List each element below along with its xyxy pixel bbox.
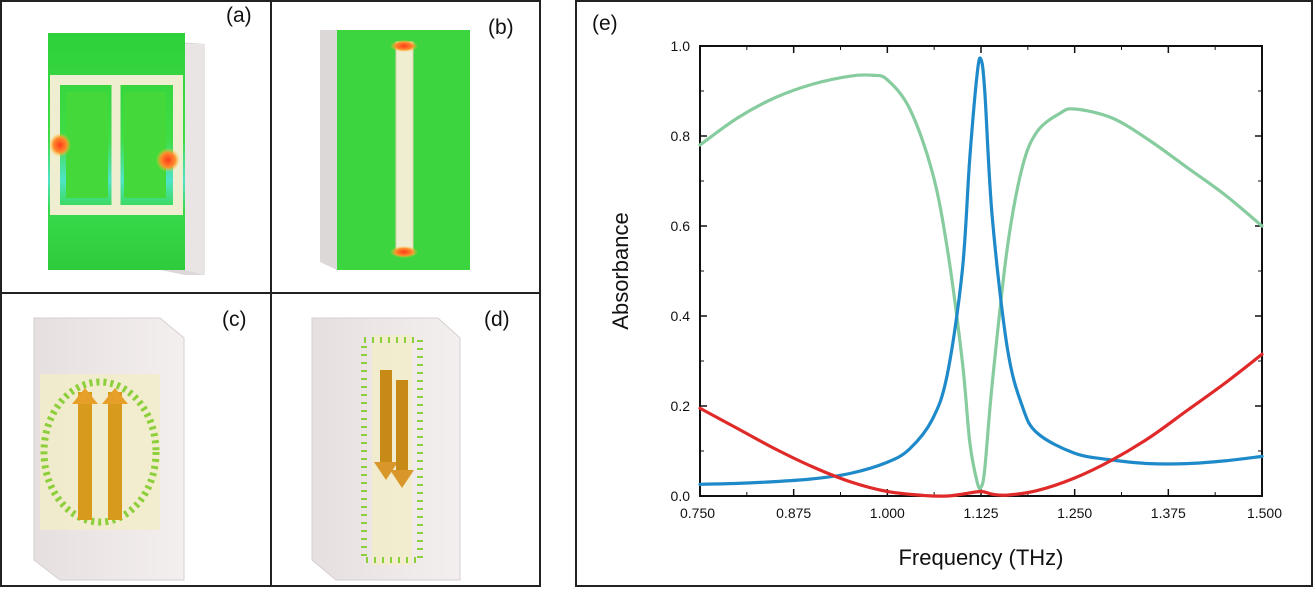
x-tick-label-0: 0.750 — [680, 505, 715, 521]
series-group — [698, 56, 1264, 498]
axis-ticks: 0.750 0.875 1.000 1.125 1.250 1.375 1.500 0.0 0.… — [671, 38, 1283, 521]
arrow-head-right — [102, 388, 128, 404]
hotspot-top — [390, 40, 418, 52]
panel-label-d: (d) — [484, 308, 510, 331]
slab-side — [320, 30, 337, 270]
hotspot-left — [49, 133, 71, 157]
current-arrow-right — [108, 392, 122, 520]
y-tick-label-0: 0.0 — [671, 488, 691, 504]
x-tick-label-2: 1.000 — [870, 505, 905, 521]
y-tick-label-2: 0.4 — [671, 308, 691, 324]
series-line-blue — [698, 56, 1264, 486]
x-tick-label-5: 1.375 — [1151, 505, 1186, 521]
plot-area — [699, 45, 1263, 497]
x-tick-label-1: 0.875 — [776, 505, 811, 521]
current-loop — [40, 378, 160, 526]
resonator-gap-left — [66, 92, 108, 198]
chart-frame — [575, 0, 1313, 587]
panel-label-a: (a) — [226, 4, 252, 27]
cut-wire — [395, 41, 414, 255]
y-tick-label-1: 0.2 — [671, 398, 691, 414]
series-line-green — [698, 73, 1264, 491]
panel-e: (e) 0.750 0.875 1.000 1.125 1.250 1.375 1.5000… — [575, 0, 1313, 587]
x-tick-label-4: 1.250 — [1057, 505, 1092, 521]
resonator-gap-right — [124, 92, 166, 198]
current-arrow-right — [396, 380, 408, 476]
current-arrow-left — [78, 392, 92, 520]
panel-label-c: (c) — [222, 308, 247, 331]
current-field — [361, 337, 423, 563]
current-arrow-left — [380, 370, 392, 470]
y-tick-label-4: 0.8 — [671, 128, 691, 144]
panel-grid — [0, 0, 541, 587]
y-tick-label-3: 0.6 — [671, 218, 691, 234]
series-line-red — [698, 352, 1264, 498]
x-tick-label-6: 1.500 — [1247, 505, 1282, 521]
panel-b: (b) — [320, 16, 514, 270]
x-axis-title: Frequency (THz) — [898, 545, 1063, 570]
arrow-head-right — [390, 470, 414, 488]
x-tick-label-3: 1.125 — [963, 505, 998, 521]
hotspot-right — [156, 148, 180, 172]
arrow-head-left — [72, 388, 98, 404]
hotspot-bottom — [390, 246, 418, 258]
panel-a: (a) — [48, 4, 252, 275]
resonator-plane — [40, 374, 160, 530]
panel-label-e: (e) — [592, 12, 618, 35]
panel-c: (c) — [33, 308, 247, 581]
panel-label-b: (b) — [488, 16, 514, 39]
panel-d: (d) — [311, 308, 510, 581]
y-tick-label-5: 1.0 — [671, 38, 691, 54]
y-axis-title: Absorbance — [608, 212, 633, 329]
arrow-head-left — [374, 462, 398, 480]
